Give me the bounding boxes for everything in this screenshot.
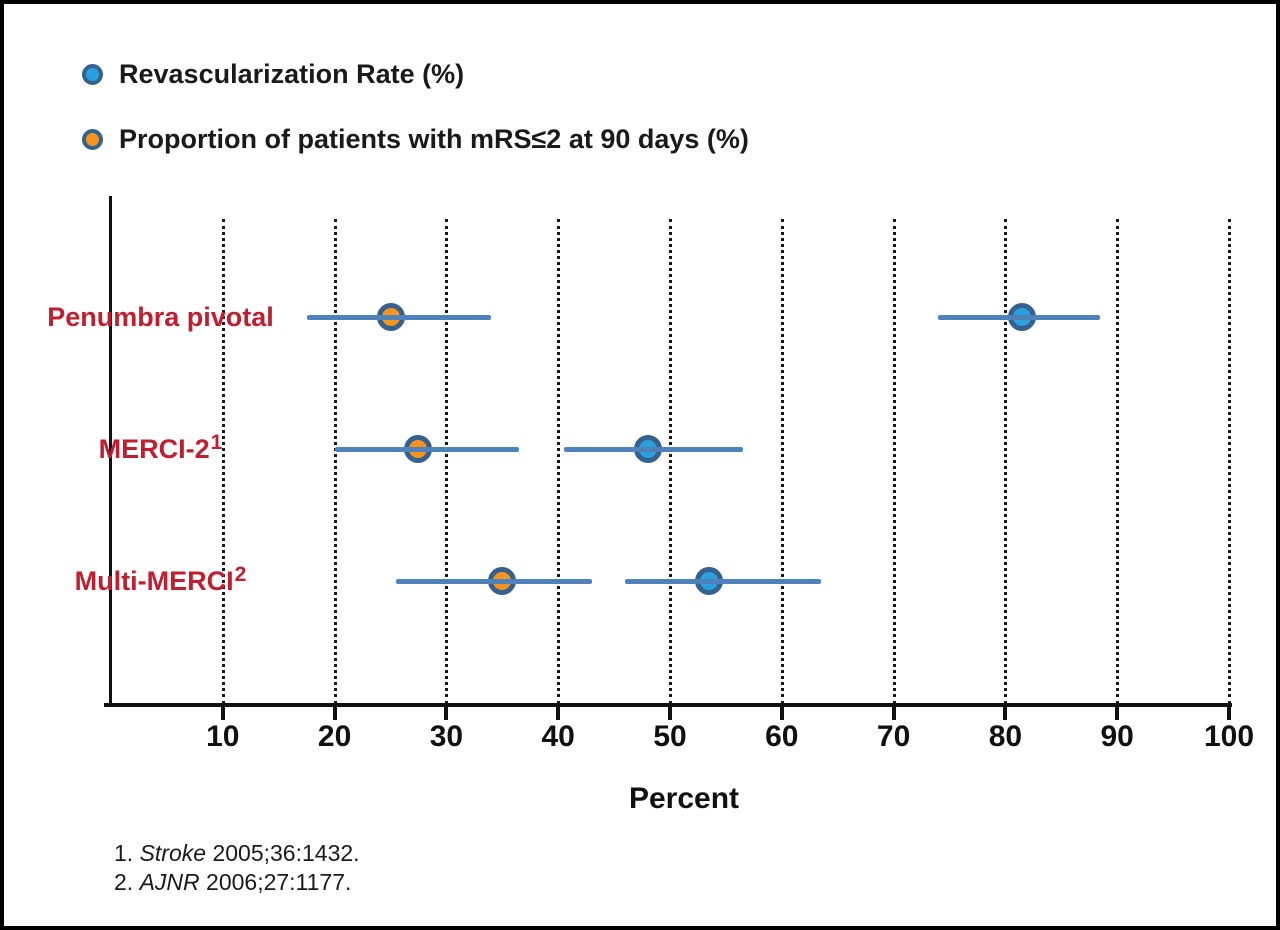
- gridline-60: [780, 219, 784, 704]
- x-tick-40: [556, 707, 561, 720]
- x-tick-20: [332, 707, 337, 720]
- x-tick-label-80: 80: [988, 720, 1023, 753]
- x-tick-90: [1115, 707, 1120, 720]
- category-label-merci-2: MERCI-2 1: [98, 431, 223, 464]
- x-tick-50: [668, 707, 672, 720]
- ci-line-mrs-1: [334, 447, 520, 452]
- footnote-1-number: 1.: [114, 840, 134, 866]
- gridline-30: [445, 219, 449, 704]
- footnote-1-citation: 2005;36:1432.: [212, 840, 360, 866]
- x-axis-line: [104, 703, 1232, 707]
- x-tick-label-30: 30: [429, 720, 464, 753]
- orange-dot-icon: [82, 129, 103, 150]
- x-tick-100: [1227, 707, 1231, 720]
- ci-line-mrs-2: [396, 579, 592, 584]
- x-tick-label-50: 50: [653, 720, 687, 753]
- legend-item-revascularization: Revascularization Rate (%): [82, 59, 464, 90]
- legend-label-revascularization: Revascularization Rate (%): [119, 59, 465, 89]
- x-tick-70: [891, 707, 896, 720]
- ci-line-revasc-2: [625, 579, 821, 584]
- ci-line-mrs-0: [306, 315, 492, 320]
- footnote-1: 1. Stroke 2005;36:1432.: [114, 840, 360, 867]
- x-tick-60: [779, 707, 784, 720]
- footnote-2-number: 2.: [114, 869, 134, 895]
- gridline-100: [1228, 219, 1231, 704]
- x-tick-label-40: 40: [541, 720, 575, 753]
- ci-line-revasc-0: [938, 315, 1101, 320]
- category-label-multi-merci: Multi-MERCI 2: [74, 563, 247, 596]
- x-tick-10: [220, 707, 225, 720]
- gridline-70: [892, 219, 896, 704]
- x-tick-label-100: 100: [1203, 720, 1255, 753]
- category-label-penumbra-pivotal: Penumbra pivotal: [47, 301, 274, 332]
- x-axis-title: Percent: [628, 782, 740, 815]
- gridline-80: [1004, 219, 1008, 704]
- gridline-40: [557, 219, 561, 704]
- x-tick-label-70: 70: [876, 720, 911, 753]
- legend-label-mrs: Proportion of patients with mRS≤2 at 90 …: [119, 124, 749, 154]
- legend-item-mrs: Proportion of patients with mRS≤2 at 90 …: [82, 124, 749, 155]
- x-tick-30: [444, 707, 449, 720]
- gridline-10: [221, 219, 225, 704]
- footnote-2-journal: AJNR: [139, 869, 200, 895]
- y-axis-line: [109, 196, 112, 707]
- gridline-50: [669, 219, 672, 704]
- footnote-2: 2. AJNR 2006;27:1177.: [114, 869, 351, 896]
- footnote-1-journal: Stroke: [139, 840, 207, 866]
- x-tick-label-90: 90: [1100, 720, 1134, 753]
- x-tick-label-10: 10: [206, 720, 240, 753]
- x-tick-label-60: 60: [765, 720, 799, 753]
- x-tick-label-20: 20: [317, 720, 352, 753]
- blue-dot-icon: [82, 64, 103, 85]
- gridline-90: [1116, 219, 1120, 704]
- x-tick-80: [1003, 707, 1008, 720]
- footnote-2-citation: 2006;27:1177.: [206, 869, 352, 895]
- gridline-20: [333, 219, 337, 704]
- ci-line-revasc-1: [563, 447, 743, 452]
